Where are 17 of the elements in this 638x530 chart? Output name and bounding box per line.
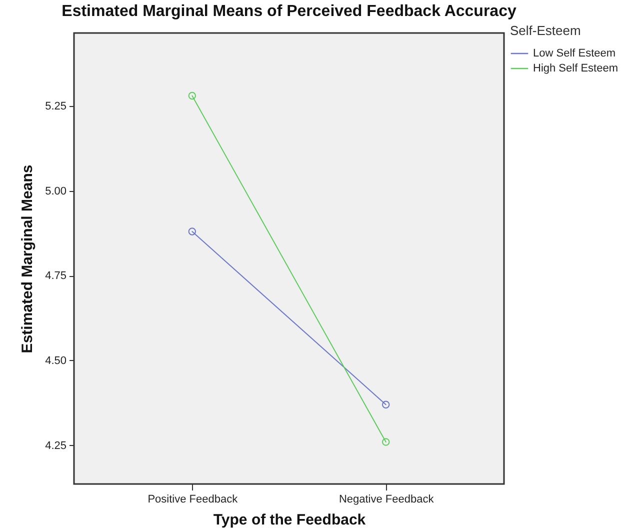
chart-title: Estimated Marginal Means of Perceived Feedback Accuracy: [62, 3, 516, 20]
y-tick-label: 5.00: [45, 185, 66, 198]
y-axis-title: Estimated Marginal Means: [19, 164, 36, 354]
legend-title: Self-Esteem: [510, 23, 581, 38]
y-tick-label: 4.50: [45, 354, 66, 367]
point: [188, 92, 196, 100]
point: [382, 400, 390, 408]
y-tick-label: 4.75: [45, 270, 66, 282]
point: [382, 438, 390, 446]
y-tick-label: 4.25: [45, 440, 66, 452]
x-tick-label: Negative Feedback: [338, 494, 434, 506]
legend-label: High Self Esteem: [533, 62, 618, 74]
point: [188, 228, 196, 236]
legend-label: Low Self Esteem: [533, 48, 616, 60]
x-tick-label: Positive Feedback: [148, 494, 238, 506]
y-tick-label: 5.25: [45, 100, 66, 112]
x-axis-title: Type of the Feedback: [213, 512, 366, 528]
